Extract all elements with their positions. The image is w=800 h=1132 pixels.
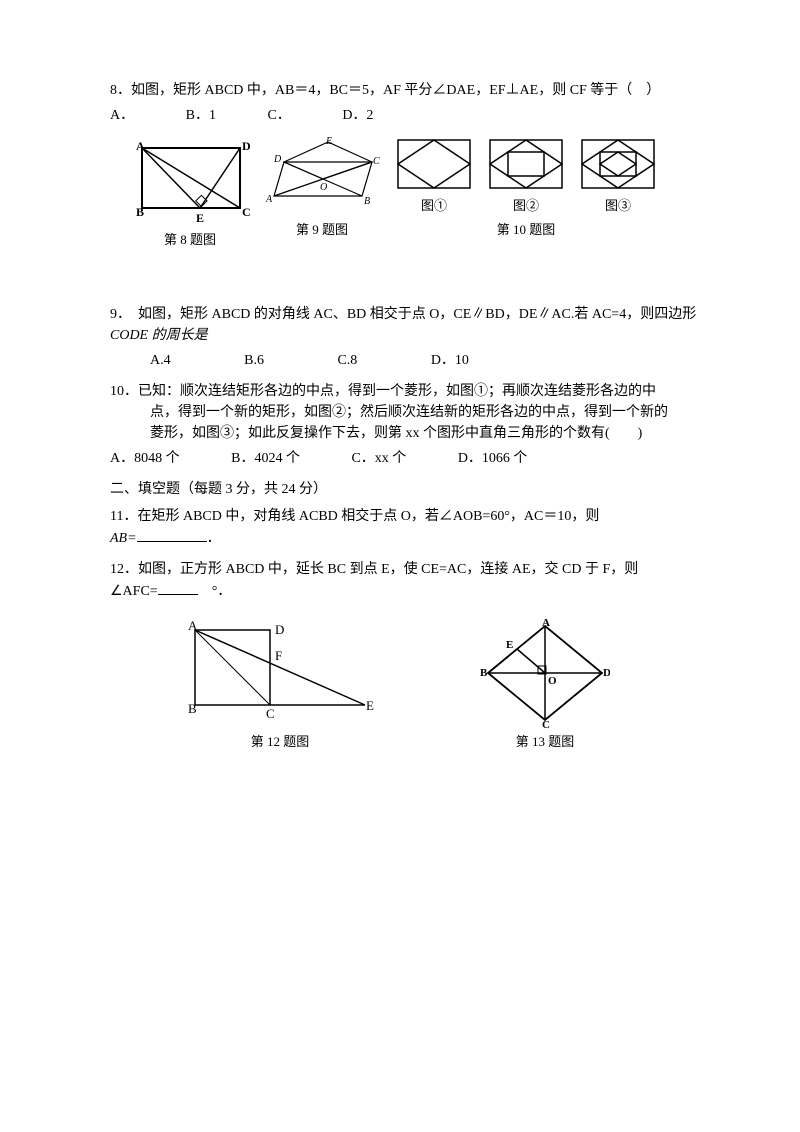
figure-9-svg: A B C D E O: [262, 136, 382, 216]
svg-text:D: D: [242, 139, 250, 153]
q12-blank: [158, 580, 198, 595]
figure-10-caption: 第 10 题图: [396, 220, 656, 240]
q8-option-a: A．: [110, 105, 134, 126]
q10-line2: 点，得到一个新的矩形，如图②；然后顺次连结新的矩形各边的中点，得到一个新的: [110, 402, 710, 423]
svg-text:C: C: [373, 156, 380, 167]
q11-line1: 11．在矩形 ABCD 中，对角线 ACBD 相交于点 O，若∠AOB=60°，…: [110, 506, 710, 527]
svg-text:D: D: [273, 154, 282, 165]
question-10: 10．已知：顺次连结矩形各边的中点，得到一个菱形，如图①；再顺次连结菱形各边的中…: [110, 381, 710, 469]
svg-text:D: D: [603, 667, 610, 679]
svg-text:D: D: [275, 622, 284, 637]
svg-text:O: O: [320, 182, 327, 193]
figure-8-svg: A D B C E: [130, 136, 250, 226]
question-11: 11．在矩形 ABCD 中，对角线 ACBD 相交于点 O，若∠AOB=60°，…: [110, 506, 710, 549]
q9-option-d: D．10: [431, 350, 469, 371]
svg-text:C: C: [242, 205, 250, 219]
q12-line2: ∠AFC= °．: [110, 580, 710, 602]
q12-line1: 12．如图，正方形 ABCD 中，延长 BC 到点 E，使 CE=AC，连接 A…: [110, 559, 710, 580]
q9-text: 9． 如图，矩形 ABCD 的对角线 AC、BD 相交于点 O，CE∥BD，DE…: [110, 304, 710, 325]
svg-text:A: A: [188, 618, 198, 633]
svg-text:E: E: [506, 639, 513, 651]
svg-text:O: O: [548, 675, 557, 687]
q10-option-c: C．xx 个: [351, 448, 406, 469]
figure-12: A B C D E F 第 12 题图: [180, 618, 380, 752]
svg-text:A: A: [542, 618, 550, 629]
figure-9-caption: 第 9 题图: [296, 220, 348, 240]
svg-text:B: B: [136, 205, 144, 219]
section-2-heading: 二、填空题（每题 3 分，共 24 分）: [110, 479, 710, 500]
q10-option-b: B．4024 个: [231, 448, 300, 469]
figure-13: A B C D E O 第 13 题图: [480, 618, 610, 752]
figure-9: A B C D E O 第 9 题图: [262, 136, 382, 240]
question-9: 9． 如图，矩形 ABCD 的对角线 AC、BD 相交于点 O，CE∥BD，DE…: [110, 304, 710, 371]
svg-text:C: C: [266, 706, 275, 721]
q9-option-a: A.4: [150, 350, 171, 371]
svg-text:E: E: [196, 211, 204, 225]
q10-line1: 10．已知：顺次连结矩形各边的中点，得到一个菱形，如图①；再顺次连结菱形各边的中: [110, 381, 710, 402]
q10-line3: 菱形，如图③；如此反复操作下去，则第 xx 个图形中直角三角形的个数有( ): [110, 423, 710, 444]
figure-13-caption: 第 13 题图: [516, 732, 575, 752]
question-12: 12．如图，正方形 ABCD 中，延长 BC 到点 E，使 CE=AC，连接 A…: [110, 559, 710, 602]
svg-text:B: B: [364, 196, 370, 207]
q10-option-d: D．1066 个: [458, 448, 528, 469]
q11-line2: AB=．: [110, 527, 710, 549]
figure-8: A D B C E 第 8 题图: [130, 136, 250, 250]
figure-10-3: 图③: [578, 136, 658, 216]
q11-blank: [137, 527, 207, 542]
svg-text:E: E: [325, 136, 332, 147]
svg-text:E: E: [366, 698, 374, 713]
q9-option-c: C.8: [337, 350, 357, 371]
svg-text:B: B: [480, 667, 488, 679]
figure-row-8-9-10: A D B C E 第 8 题图 A B C D E O 第 9 题图: [130, 136, 710, 250]
q8-option-d: D．2: [342, 105, 373, 126]
svg-text:B: B: [188, 701, 197, 716]
q8-option-b: B．1: [186, 105, 216, 126]
figure-8-caption: 第 8 题图: [164, 230, 216, 250]
figure-13-svg: A B C D E O: [480, 618, 610, 728]
figure-10-1: 图①: [394, 136, 474, 216]
figure-12-caption: 第 12 题图: [251, 732, 310, 752]
q10-option-a: A．8048 个: [110, 448, 180, 469]
q8-text: 8．如图，矩形 ABCD 中，AB＝4，BC＝5，AF 平分∠DAE，EF⊥AE…: [110, 80, 710, 101]
figure-row-12-13: A B C D E F 第 12 题图 A B C D E: [180, 618, 710, 752]
svg-text:A: A: [265, 194, 273, 205]
figure-10-2: 图②: [486, 136, 566, 216]
q9-option-b: B.6: [244, 350, 264, 371]
svg-text:C: C: [542, 719, 550, 728]
figure-10-group: 图① 图②: [394, 136, 658, 239]
q9-text2: CODE 的周长是: [110, 325, 710, 346]
figure-12-svg: A B C D E F: [180, 618, 380, 728]
q10-options: A．8048 个 B．4024 个 C．xx 个 D．1066 个: [110, 448, 710, 469]
svg-text:A: A: [136, 139, 145, 153]
q8-options: A． B．1 C． D．2: [110, 105, 710, 126]
q9-options: A.4 B.6 C.8 D．10: [110, 350, 710, 371]
q8-option-c: C．: [267, 105, 290, 126]
question-8: 8．如图，矩形 ABCD 中，AB＝4，BC＝5，AF 平分∠DAE，EF⊥AE…: [110, 80, 710, 126]
svg-text:F: F: [275, 648, 282, 663]
